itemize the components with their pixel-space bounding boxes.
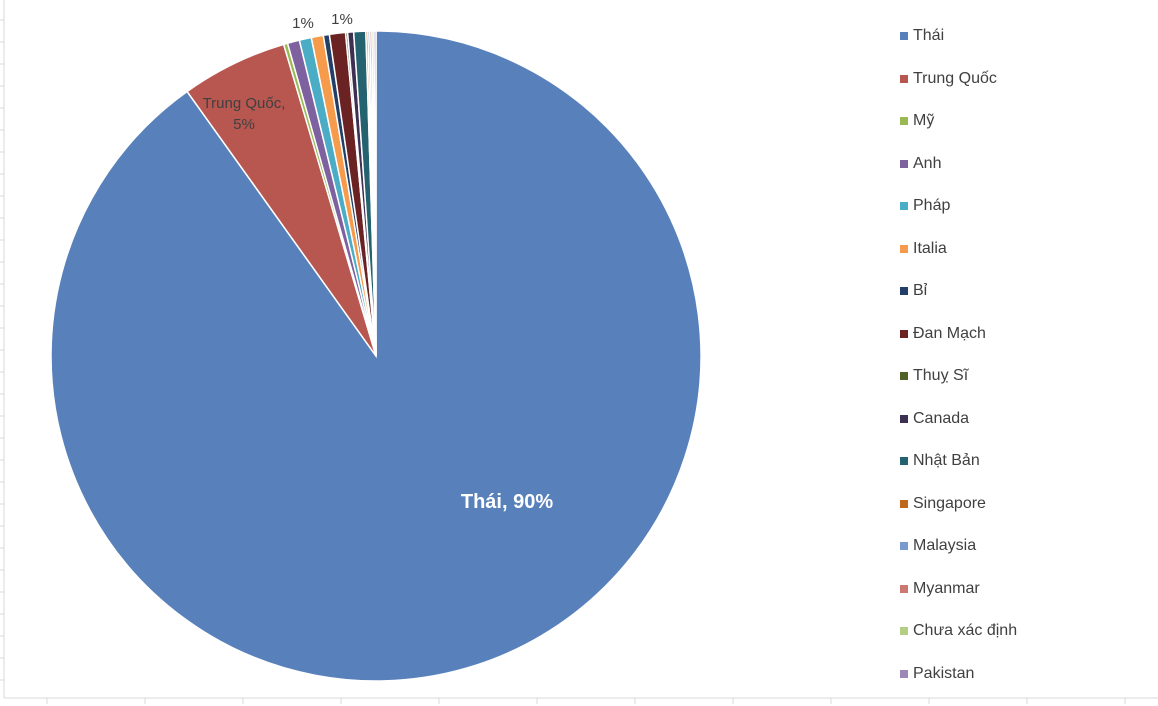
legend-label: Đan Mạch: [913, 324, 986, 342]
legend-item: Nhật Bản: [900, 451, 980, 471]
legend-item: Singapore: [900, 494, 986, 514]
legend-item: Chưa xác định: [900, 621, 1017, 641]
legend-item: Italia: [900, 239, 947, 259]
legend-label: Bỉ: [913, 282, 928, 299]
legend-swatch: [900, 542, 908, 550]
legend-swatch: [900, 584, 908, 593]
legend-item: Myanmar: [900, 579, 980, 599]
legend-label: Nhật Bản: [913, 452, 980, 469]
legend-swatch: [900, 32, 908, 40]
legend-label: Myanmar: [913, 579, 980, 597]
legend-label: Trung Quốc: [913, 69, 997, 87]
data-label: Trung Quốc,: [203, 95, 286, 112]
legend-swatch: [900, 372, 908, 380]
legend-label: Anh: [913, 154, 942, 172]
legend-swatch: [900, 414, 908, 423]
legend-label: Italia: [913, 239, 947, 257]
legend-swatch: [900, 669, 908, 678]
legend-item: Mỹ: [900, 111, 934, 131]
legend-item: Trung Quốc: [900, 69, 997, 89]
legend-swatch: [900, 329, 908, 338]
legend-item: Malaysia: [900, 536, 976, 556]
legend-item: Pakistan: [900, 664, 974, 684]
legend-swatch: [900, 457, 908, 465]
legend-swatch: [900, 627, 908, 635]
legend-swatch: [900, 202, 908, 210]
legend-swatch: [900, 74, 908, 83]
data-label: 1%: [331, 11, 353, 28]
legend-label: Pakistan: [913, 664, 975, 682]
legend-swatch: [900, 159, 908, 168]
legend-swatch: [900, 244, 908, 253]
legend-label: Chưa xác định: [913, 622, 1018, 639]
legend-label: Pháp: [913, 197, 951, 214]
data-label: Thái, 90%: [461, 491, 553, 513]
legend-label: Singapore: [913, 494, 986, 512]
legend-label: Malaysia: [913, 537, 977, 554]
legend-swatch: [900, 287, 908, 295]
data-label: 1%: [292, 15, 314, 32]
legend-swatch: [900, 499, 908, 508]
legend-item: Thuỵ Sĩ: [900, 366, 968, 386]
legend-item: Pháp: [900, 196, 950, 216]
legend-item: Bỉ: [900, 281, 927, 301]
legend-item: Canada: [900, 409, 969, 429]
legend-item: Đan Mạch: [900, 324, 986, 344]
data-labels: Thái, 90% Trung Quốc, 5% 1% 1%: [203, 11, 554, 513]
legend-label: Canada: [913, 409, 970, 427]
legend-label: Mỹ: [913, 112, 935, 129]
legend-label: Thuỵ Sĩ: [913, 367, 969, 384]
data-label: 5%: [233, 116, 255, 133]
legend-item: Thái: [900, 26, 944, 46]
legend-swatch: [900, 117, 908, 125]
legend-item: Anh: [900, 154, 941, 174]
pie-slices: [50, 30, 702, 682]
pie-slice-16: [373, 30, 377, 357]
legend-label: Thái: [913, 27, 945, 44]
